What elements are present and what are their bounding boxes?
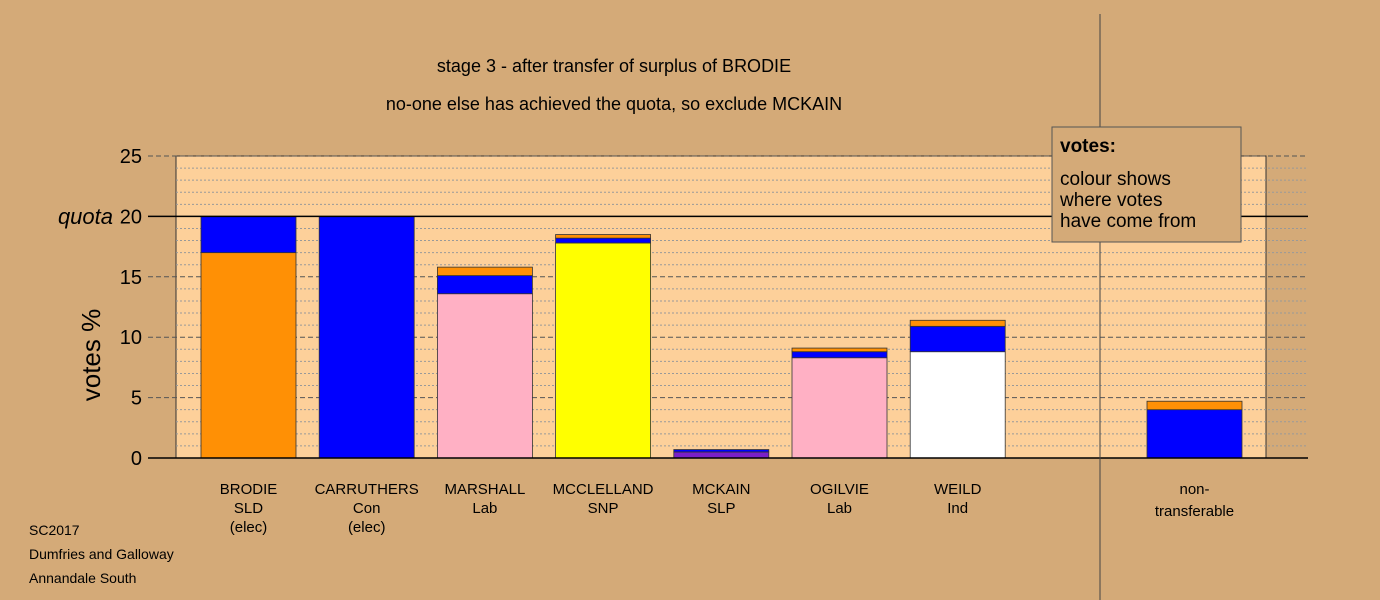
- nontransferable-label: non-: [1179, 481, 1209, 498]
- candidate-name: WEILD: [934, 481, 982, 498]
- candidate-party: Ind: [947, 500, 968, 517]
- candidate-party: SNP: [588, 500, 619, 517]
- candidate-party: SLD: [234, 500, 263, 517]
- legend-title: votes:: [1060, 136, 1116, 157]
- bar-segment-lab: [791, 357, 888, 459]
- y-tick-label: 20: [120, 206, 142, 228]
- bar-segment-sld: [909, 319, 1006, 327]
- legend-line: where votes: [1059, 190, 1162, 211]
- candidate-name: MCKAIN: [692, 481, 750, 498]
- legend-line: colour shows: [1060, 169, 1171, 190]
- y-tick-label: 0: [131, 448, 142, 470]
- bar-segment-con: [436, 275, 533, 295]
- bar-segment-sld: [1146, 400, 1243, 411]
- bar-segment-sld: [791, 347, 888, 353]
- bar-segment-sld: [436, 266, 533, 276]
- bar-segment-con: [200, 215, 297, 254]
- y-tick-label: 10: [120, 327, 142, 349]
- y-tick-labels: 0 5 10 15 20 25: [120, 146, 142, 470]
- x-tick-labels: BRODIE SLD (elec) CARRUTHERS Con (elec) MARSHA…: [220, 481, 1234, 536]
- y-tick-label: 25: [120, 146, 142, 168]
- candidate-party: Lab: [472, 500, 497, 517]
- candidate-name: OGILVIE: [810, 481, 869, 498]
- y-tick-label: 15: [120, 267, 142, 289]
- footer-council: Dumfries and Galloway: [29, 546, 174, 562]
- chart-subtitle: no-one else has achieved the quota, so e…: [386, 94, 842, 114]
- bar-segment-con: [318, 215, 415, 459]
- bar-segment-ind: [909, 351, 1006, 459]
- bars: [200, 215, 1243, 459]
- candidate-status: (elec): [348, 519, 386, 536]
- footer: SC2017 Dumfries and Galloway Annandale S…: [29, 522, 174, 586]
- bar-segment-con: [555, 237, 651, 244]
- candidate-party: SLP: [707, 500, 735, 517]
- bar-segment-con: [673, 449, 770, 453]
- bar-segment-slp: [673, 451, 770, 459]
- legend-line: have come from: [1060, 211, 1196, 232]
- bar-segment-con: [1146, 409, 1243, 459]
- candidate-name: BRODIE: [220, 481, 278, 498]
- candidate-status: (elec): [230, 519, 268, 536]
- bar-segment-con: [909, 325, 1006, 353]
- nontransferable-label: transferable: [1155, 503, 1234, 520]
- legend: votes: colour shows where votes have com…: [1051, 126, 1242, 243]
- chart-title: stage 3 - after transfer of surplus of B…: [437, 56, 791, 76]
- y-tick-label: 5: [131, 388, 142, 410]
- candidate-name: CARRUTHERS: [315, 481, 419, 498]
- bar-segment-sld: [555, 234, 651, 239]
- candidate-party: Lab: [827, 500, 852, 517]
- bar-segment-sld: [200, 252, 297, 459]
- footer-ward: Annandale South: [29, 570, 136, 586]
- bar-segment-con: [791, 351, 888, 359]
- candidate-name: MCCLELLAND: [553, 481, 654, 498]
- footer-election: SC2017: [29, 522, 80, 538]
- bar-segment-lab: [436, 293, 533, 459]
- y-axis-label: votes %: [76, 309, 106, 402]
- candidate-name: MARSHALL: [444, 481, 525, 498]
- legend-box: [1051, 126, 1242, 243]
- candidate-party: Con: [353, 500, 381, 517]
- bar-segment-snp: [555, 242, 651, 459]
- quota-label: quota: [58, 204, 113, 229]
